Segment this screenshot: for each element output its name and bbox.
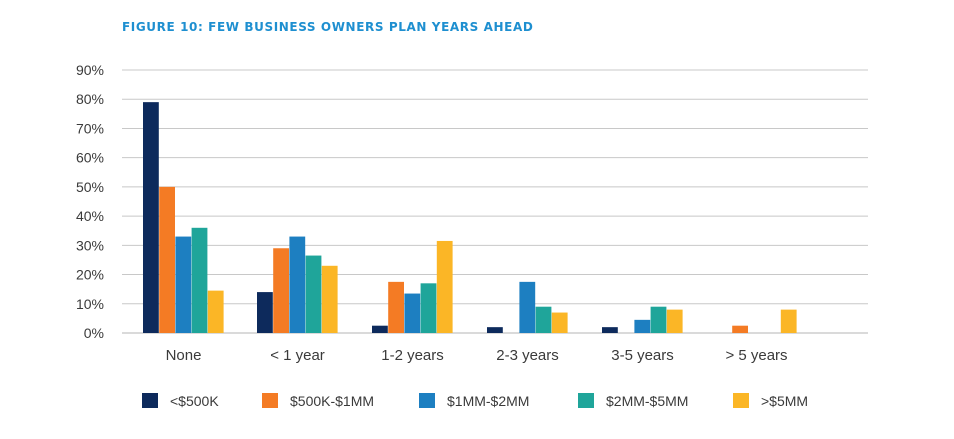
y-tick-label: 10% [76,296,104,312]
y-tick-label: 20% [76,267,104,283]
bar-2-3 years-<$500K [487,327,503,333]
legend-swatch [142,393,158,408]
bars [143,102,797,334]
bar-1-2 years->$5MM [436,240,453,333]
bar-1-2 years-$1MM-$2MM [404,293,421,333]
y-tick-label: 60% [76,150,104,166]
bar-1-2 years-$2MM-$5MM [420,283,437,333]
category-label: None [166,347,202,364]
bar-3-5 years-$2MM-$5MM [650,306,667,333]
y-tick-label: 0% [84,325,104,341]
bar-None-$2MM-$5MM [191,227,208,333]
legend-label: <$500K [170,393,219,409]
category-label: 1-2 years [381,347,444,364]
legend-swatch [419,393,435,408]
bar-< 1 year-$2MM-$5MM [305,255,322,333]
legend-item: $1MM-$2MM [419,393,529,409]
y-tick-label: 30% [76,237,104,253]
legend-swatch [262,393,278,408]
gridlines [122,69,868,334]
category-label: > 5 years [725,347,787,364]
category-label: < 1 year [270,347,325,364]
y-tick-label: 90% [76,62,104,78]
y-tick-label: 40% [76,208,104,224]
bar-3-5 years->$5MM [666,309,683,333]
bar-> 5 years->$5MM [780,309,797,333]
bar-< 1 year-$500K-$1MM [273,248,289,333]
bar-1-2 years-$500K-$1MM [388,281,404,333]
y-tick-label: 70% [76,120,104,136]
bar-3-5 years-$1MM-$2MM [634,319,651,333]
y-tick-label: 80% [76,91,104,107]
bar-None->$5MM [207,290,224,333]
bar-None-$1MM-$2MM [175,236,192,333]
legend-item: $500K-$1MM [262,393,374,409]
bar-2-3 years-$2MM-$5MM [535,306,552,333]
legend-label: $2MM-$5MM [606,393,688,409]
legend-swatch [733,393,749,408]
y-axis-tick-labels: 0% 10% 20% 30% 40% 50% 60% 70% 80% 90% [76,62,104,341]
bar-2-3 years-$1MM-$2MM [519,281,536,333]
legend-item: $2MM-$5MM [578,393,688,409]
bar-< 1 year->$5MM [321,265,338,333]
chart-title: FIGURE 10: FEW BUSINESS OWNERS PLAN YEAR… [122,20,534,34]
bar-None-<$500K [143,102,159,334]
bar-1-2 years-<$500K [372,325,388,333]
legend-swatch [578,393,594,408]
legend-label: >$5MM [761,393,808,409]
bar-> 5 years-$500K-$1MM [732,325,748,333]
legend: <$500K $500K-$1MM $1MM-$2MM $2MM-$5MM >$5MM [142,393,808,409]
bar-< 1 year-$1MM-$2MM [289,236,306,333]
category-label: 3-5 years [611,347,674,364]
bar-2-3 years->$5MM [551,312,568,333]
y-tick-label: 50% [76,179,104,195]
legend-item: <$500K [142,393,219,409]
legend-label: $500K-$1MM [290,393,374,409]
legend-item: >$5MM [733,393,808,409]
category-label: 2-3 years [496,347,559,364]
bar-< 1 year-<$500K [257,292,273,333]
bar-3-5 years-<$500K [602,327,618,333]
x-axis-category-labels: None < 1 year 1-2 years 2-3 years 3-5 years >… [166,347,788,364]
legend-label: $1MM-$2MM [447,393,529,409]
bar-None-$500K-$1MM [159,186,175,333]
